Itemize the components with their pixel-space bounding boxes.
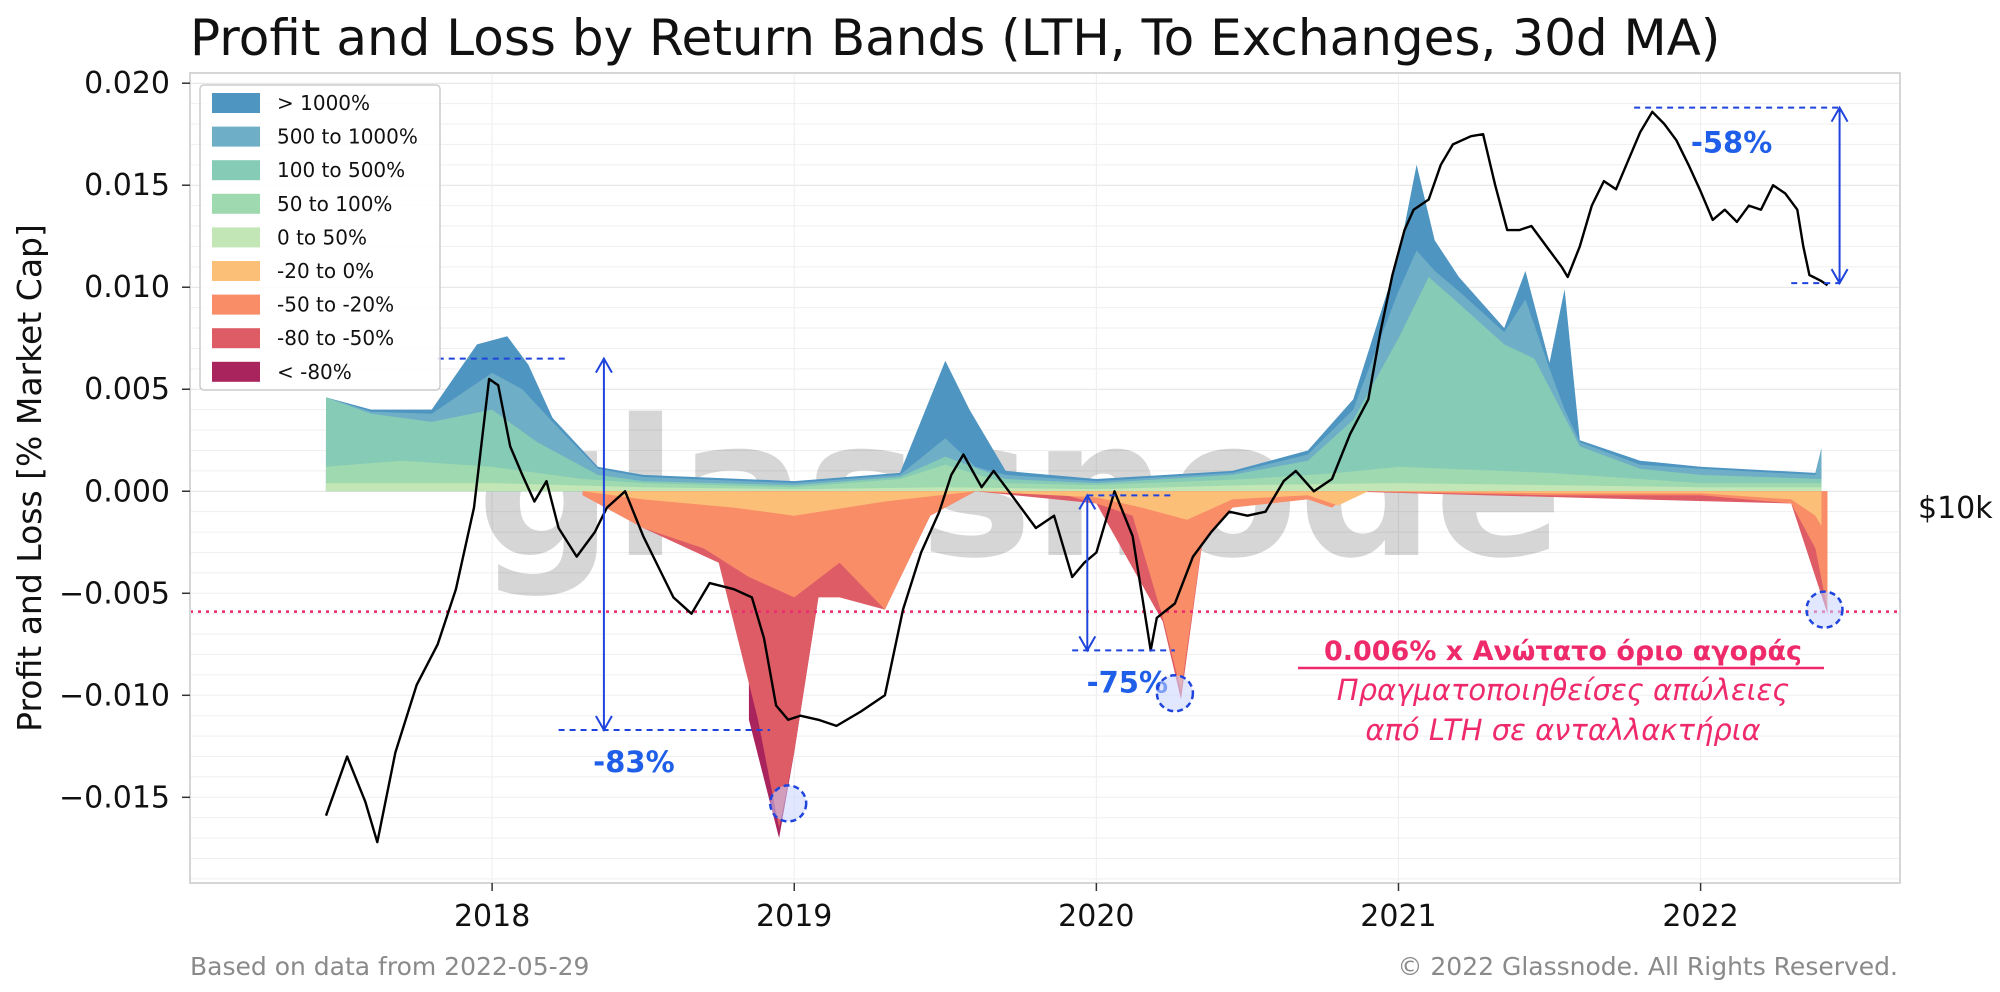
y-axis-ticks: 0.020 0.015 0.010 0.005 0.000 −0.005 −0.010 −0.…	[59, 66, 190, 815]
gridlines	[190, 73, 1900, 883]
arrow-head-up	[595, 356, 613, 374]
y-tick-label: 0.015	[84, 168, 170, 203]
chart-title: Profit and Loss by Return Bands (LTH, To…	[190, 9, 1720, 67]
y-axis-label: Profit and Loss [% Market Cap]	[10, 224, 49, 732]
annotation: 0.006% x Ανώτατο όριο αγοράς Πραγματοποι…	[1298, 636, 1824, 747]
legend-swatch	[212, 93, 260, 113]
circled-point	[1805, 590, 1844, 629]
circled-point	[1155, 674, 1195, 713]
arrow-head-down	[1830, 268, 1849, 286]
x-tick-label: 2019	[756, 899, 832, 934]
area--20-to-0-	[582, 491, 1822, 526]
legend-entry: 500 to 1000%	[277, 125, 418, 149]
legend-entry: 100 to 500%	[277, 158, 405, 182]
arrow-head-up	[1830, 105, 1849, 123]
legend-entry: 50 to 100%	[277, 192, 392, 216]
legend-entry: 0 to 50%	[277, 225, 367, 249]
y-tick-label: 0.005	[84, 372, 170, 407]
drawdown-label: -83%	[593, 745, 674, 779]
area--50-to-20-	[582, 491, 1828, 692]
legend-entry: -80 to -50%	[277, 326, 394, 350]
legend-swatch	[212, 261, 260, 281]
right-axis-label: $10k	[1918, 491, 1993, 526]
arrow-head-down	[595, 715, 613, 732]
x-tick-label: 2022	[1662, 899, 1738, 934]
legend-swatch	[212, 328, 260, 349]
y-tick-label: −0.005	[59, 576, 170, 611]
legend-swatch	[212, 227, 260, 248]
annotation-line-2: Πραγματοποιηθείσες απώλειες	[1337, 673, 1789, 707]
legend-entry: -20 to 0%	[277, 259, 374, 283]
x-tick-label: 2018	[454, 899, 530, 934]
x-tick-label: 2021	[1360, 899, 1436, 934]
legend-swatch	[212, 160, 260, 181]
annotation-line-3: από LTH σε ανταλλακτήρια	[1365, 713, 1760, 747]
legend-entry: -50 to -20%	[277, 293, 394, 317]
legend-swatch	[212, 361, 260, 382]
legend: > 1000% 500 to 1000% 100 to 500% 50 to 100%…	[199, 84, 441, 391]
y-tick-label: 0.020	[84, 66, 170, 101]
circled-point	[768, 784, 808, 823]
legend-swatch	[212, 193, 260, 214]
y-tick-label: 0.000	[84, 474, 170, 509]
annotation-line-1: 0.006% x Ανώτατο όριο αγοράς	[1324, 636, 1802, 667]
drawdown-label: -75%	[1087, 665, 1168, 699]
price-line-group	[324, 110, 1829, 844]
y-tick-label: −0.010	[59, 678, 170, 713]
legend-swatch	[212, 126, 260, 147]
arrow-head-up	[1078, 493, 1097, 510]
price-line	[324, 110, 1829, 844]
y-tick-label: −0.015	[59, 780, 170, 815]
area-0-to-50-	[325, 483, 1822, 492]
legend-entry: > 1000%	[277, 91, 370, 115]
area-100-to-500-	[325, 277, 1822, 492]
plot-frame	[189, 72, 1901, 884]
footer-source: Based on data from 2022-05-29	[190, 952, 589, 981]
drawdown-label: -58%	[1691, 126, 1772, 160]
x-tick-label: 2020	[1058, 899, 1134, 934]
area-50-to-100-	[325, 460, 1822, 492]
legend-entry: < -80%	[277, 360, 352, 384]
x-axis-ticks: 2018 2019 2020 2021 2022	[454, 883, 1739, 934]
y-tick-label: 0.010	[84, 270, 170, 305]
circled-bottoms	[768, 590, 1844, 823]
footer-copyright: © 2022 Glassnode. All Rights Reserved.	[1397, 952, 1898, 981]
legend-swatch	[212, 294, 260, 315]
arrow-head-down	[1078, 635, 1097, 653]
pnl-areas	[325, 164, 1828, 839]
drawdown-markers: -83% -75% -58%	[437, 105, 1849, 779]
